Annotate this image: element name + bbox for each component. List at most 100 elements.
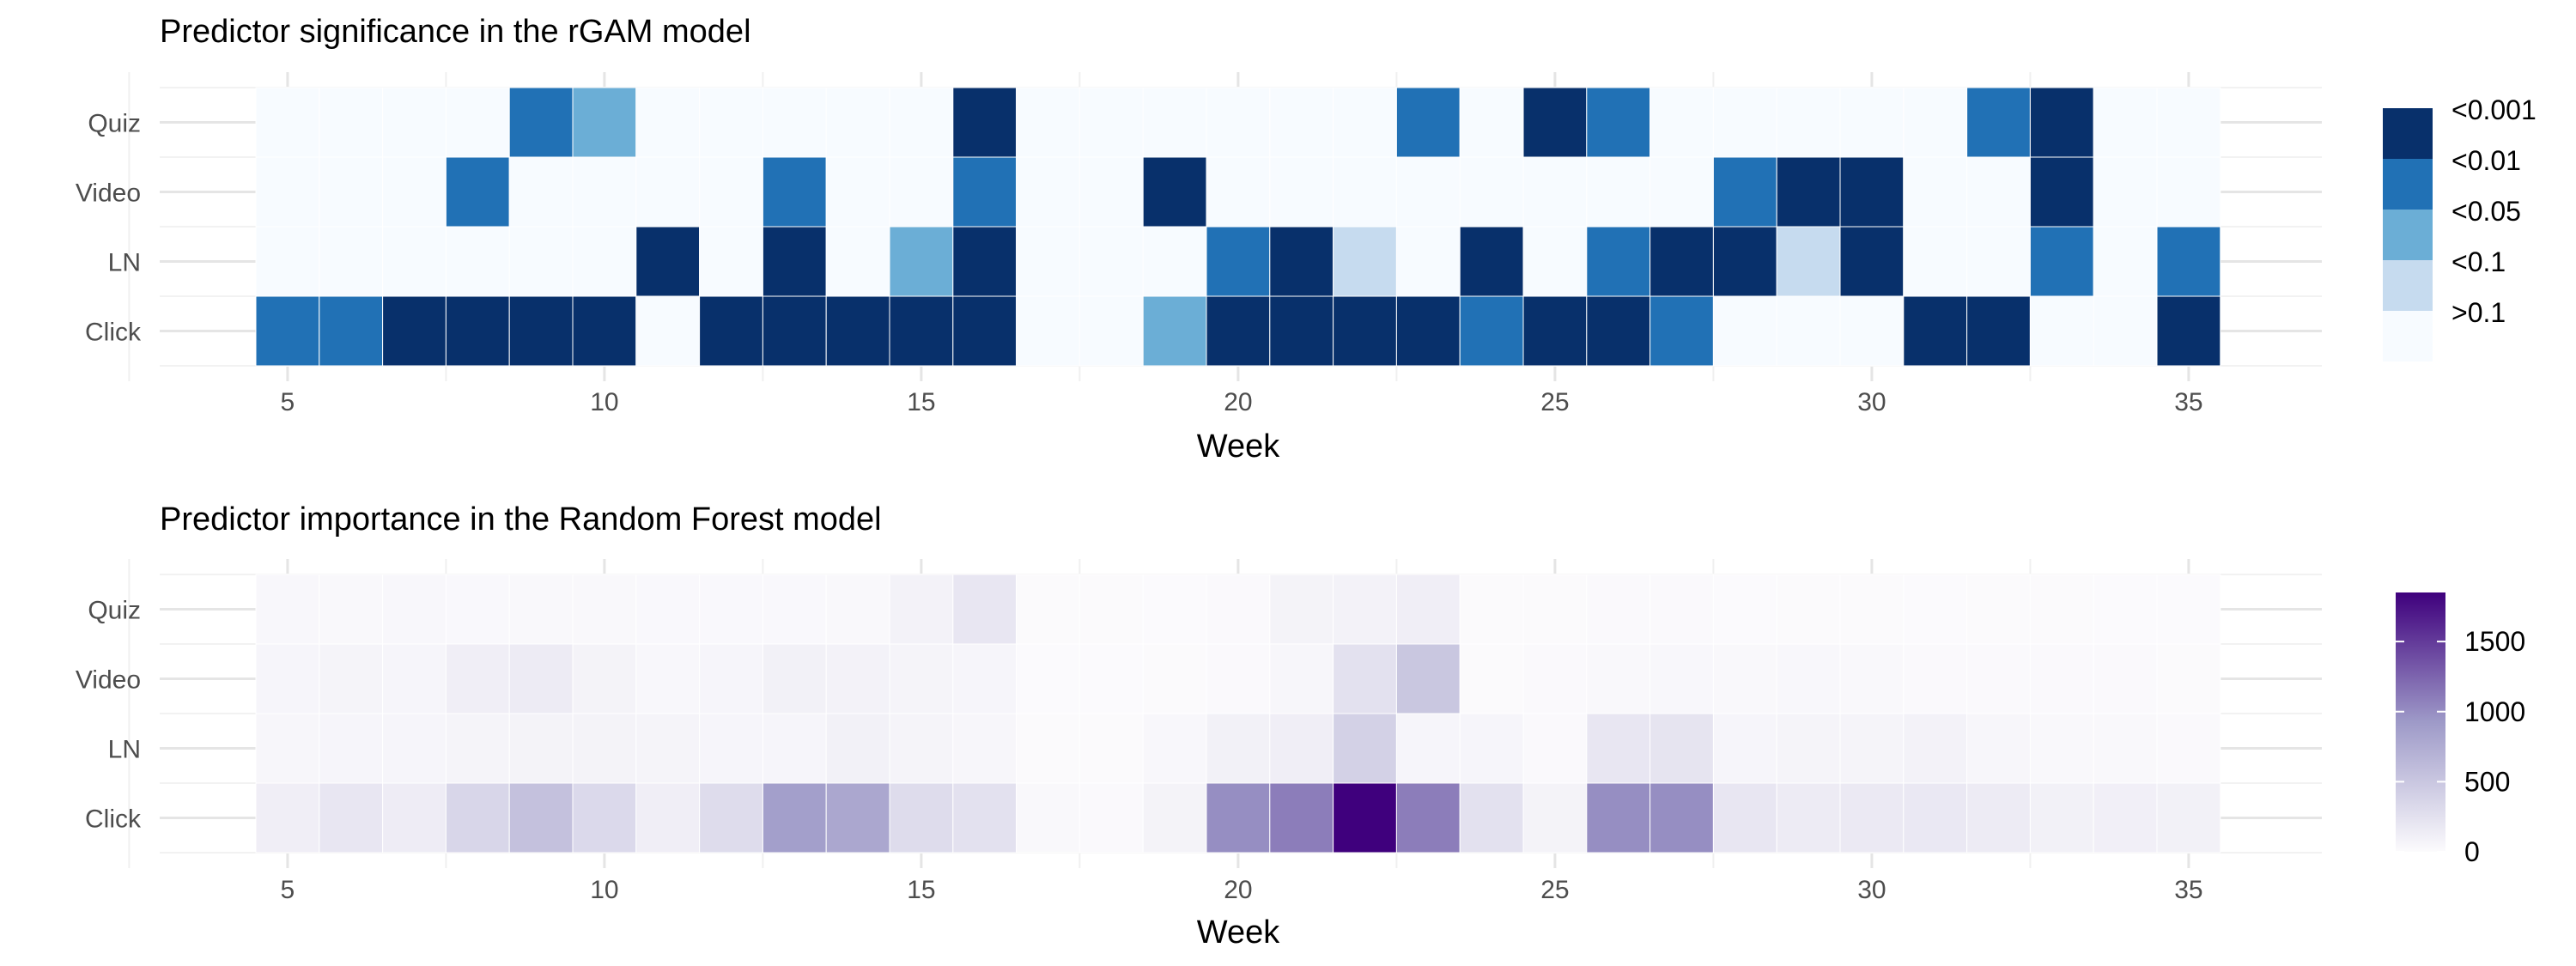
heatmap-cell — [1649, 156, 1714, 228]
heatmap-cell — [1333, 295, 1397, 367]
heatmap-cell — [1142, 574, 1207, 645]
heatmap-cell — [1649, 295, 1714, 367]
heatmap-cell — [889, 156, 954, 228]
x-tick-label: 30 — [1857, 388, 1886, 416]
heatmap-cell — [762, 226, 827, 297]
legend-label: <0.1 — [2451, 246, 2506, 277]
heatmap-cell — [255, 226, 320, 297]
heatmap-cell — [1839, 782, 1905, 854]
heatmap-cell — [1142, 156, 1207, 228]
heatmap-cell — [1459, 574, 1524, 645]
heatmap-cell — [1586, 226, 1651, 297]
legend-label: <0.01 — [2451, 145, 2521, 176]
y-tick-label: Quiz — [88, 597, 141, 625]
heatmap-cell — [825, 574, 890, 645]
x-tick-label: 20 — [1224, 388, 1252, 416]
heatmap-cell — [1078, 295, 1144, 367]
heatmap-cell — [508, 156, 574, 228]
heatmap-cell — [1459, 782, 1524, 854]
heatmap-cell — [889, 87, 954, 158]
legend-colorbar — [2396, 592, 2445, 852]
x-tick-label: 15 — [907, 876, 935, 904]
heatmap-cell — [255, 782, 320, 854]
heatmap-cell — [1903, 156, 1968, 228]
heatmap-cell — [1142, 713, 1207, 784]
heatmap-cell — [1586, 295, 1651, 367]
heatmap-cell — [1206, 156, 1271, 228]
legend-label: >0.1 — [2451, 297, 2506, 328]
heatmap-cell — [2029, 156, 2094, 228]
heatmap-cell — [1839, 226, 1905, 297]
heatmap-cell — [952, 713, 1018, 784]
heatmap-cell — [952, 156, 1018, 228]
rgam-heatmap-panel: Quiz Video LN Click 5 10 15 20 25 30 35 — [76, 72, 2322, 416]
x-tick-label: 10 — [590, 876, 618, 904]
heatmap-cell — [2156, 226, 2221, 297]
heatmap-cell — [445, 782, 510, 854]
heatmap-cell — [1522, 156, 1588, 228]
heatmap-cell — [1206, 782, 1271, 854]
heatmap-cell — [762, 574, 827, 645]
heatmap-cell — [2093, 295, 2158, 367]
heatmap-cell — [1776, 156, 1841, 228]
legend-key — [2383, 159, 2433, 210]
heatmap-cell — [1776, 713, 1841, 784]
heatmap-cell — [1776, 87, 1841, 158]
x-tick-label: 5 — [281, 876, 295, 904]
heatmap-cell — [1966, 226, 2031, 297]
heatmap-cell — [2029, 226, 2094, 297]
heatmap-cell — [1269, 156, 1334, 228]
heatmap-cell — [572, 295, 637, 367]
heatmap-cell — [1966, 574, 2031, 645]
heatmap-cell — [1269, 295, 1334, 367]
heatmap-cell — [508, 643, 574, 714]
legend-label: 1500 — [2464, 626, 2525, 657]
legend-label: 500 — [2464, 766, 2510, 797]
heatmap-cell — [1206, 295, 1271, 367]
heatmap-cell — [762, 713, 827, 784]
heatmap-cell — [1649, 713, 1714, 784]
heatmap-cell — [1459, 87, 1524, 158]
heatmap-cell — [825, 713, 890, 784]
heatmap-cell — [1776, 226, 1841, 297]
heatmap-cell — [2093, 782, 2158, 854]
heatmap-cell — [1016, 643, 1080, 714]
legend-label: 0 — [2464, 836, 2480, 867]
heatmap-cell — [1712, 574, 1777, 645]
heatmap-cell — [1966, 295, 2031, 367]
heatmap-cell — [2156, 574, 2221, 645]
heatmap-cell — [1269, 713, 1334, 784]
heatmap-cell — [382, 713, 447, 784]
heatmap-cell — [445, 574, 510, 645]
legend-key — [2383, 311, 2433, 361]
heatmap-cell — [1649, 87, 1714, 158]
heatmap-cell — [1903, 713, 1968, 784]
heatmap-cell — [2156, 643, 2221, 714]
heatmap-cell — [1522, 226, 1588, 297]
heatmap-cell — [699, 295, 763, 367]
heatmap-cell — [319, 643, 384, 714]
heatmap-cell — [1776, 643, 1841, 714]
heatmap-cell — [1395, 87, 1461, 158]
heatmap-cell — [1522, 295, 1588, 367]
heatmap-cell — [445, 643, 510, 714]
heatmap-cell — [1712, 295, 1777, 367]
x-tick-label: 5 — [281, 388, 295, 416]
heatmap-cell — [319, 574, 384, 645]
heatmap-cell — [889, 295, 954, 367]
heatmap-cell — [1078, 574, 1144, 645]
x-tick-label: 35 — [2174, 876, 2202, 904]
heatmap-cell — [1649, 574, 1714, 645]
heatmap-cell — [1839, 295, 1905, 367]
heatmap-cell — [699, 574, 763, 645]
heatmap-cell — [889, 574, 954, 645]
heatmap-cell — [825, 295, 890, 367]
heatmap-cell — [1459, 713, 1524, 784]
heatmap-cell — [1078, 782, 1144, 854]
heatmap-cell — [1903, 643, 1968, 714]
legend-key — [2383, 260, 2433, 311]
heatmap-cell — [1016, 782, 1080, 854]
heatmap-cell — [1333, 713, 1397, 784]
heatmap-cell — [1269, 643, 1334, 714]
heatmap-cell — [382, 87, 447, 158]
